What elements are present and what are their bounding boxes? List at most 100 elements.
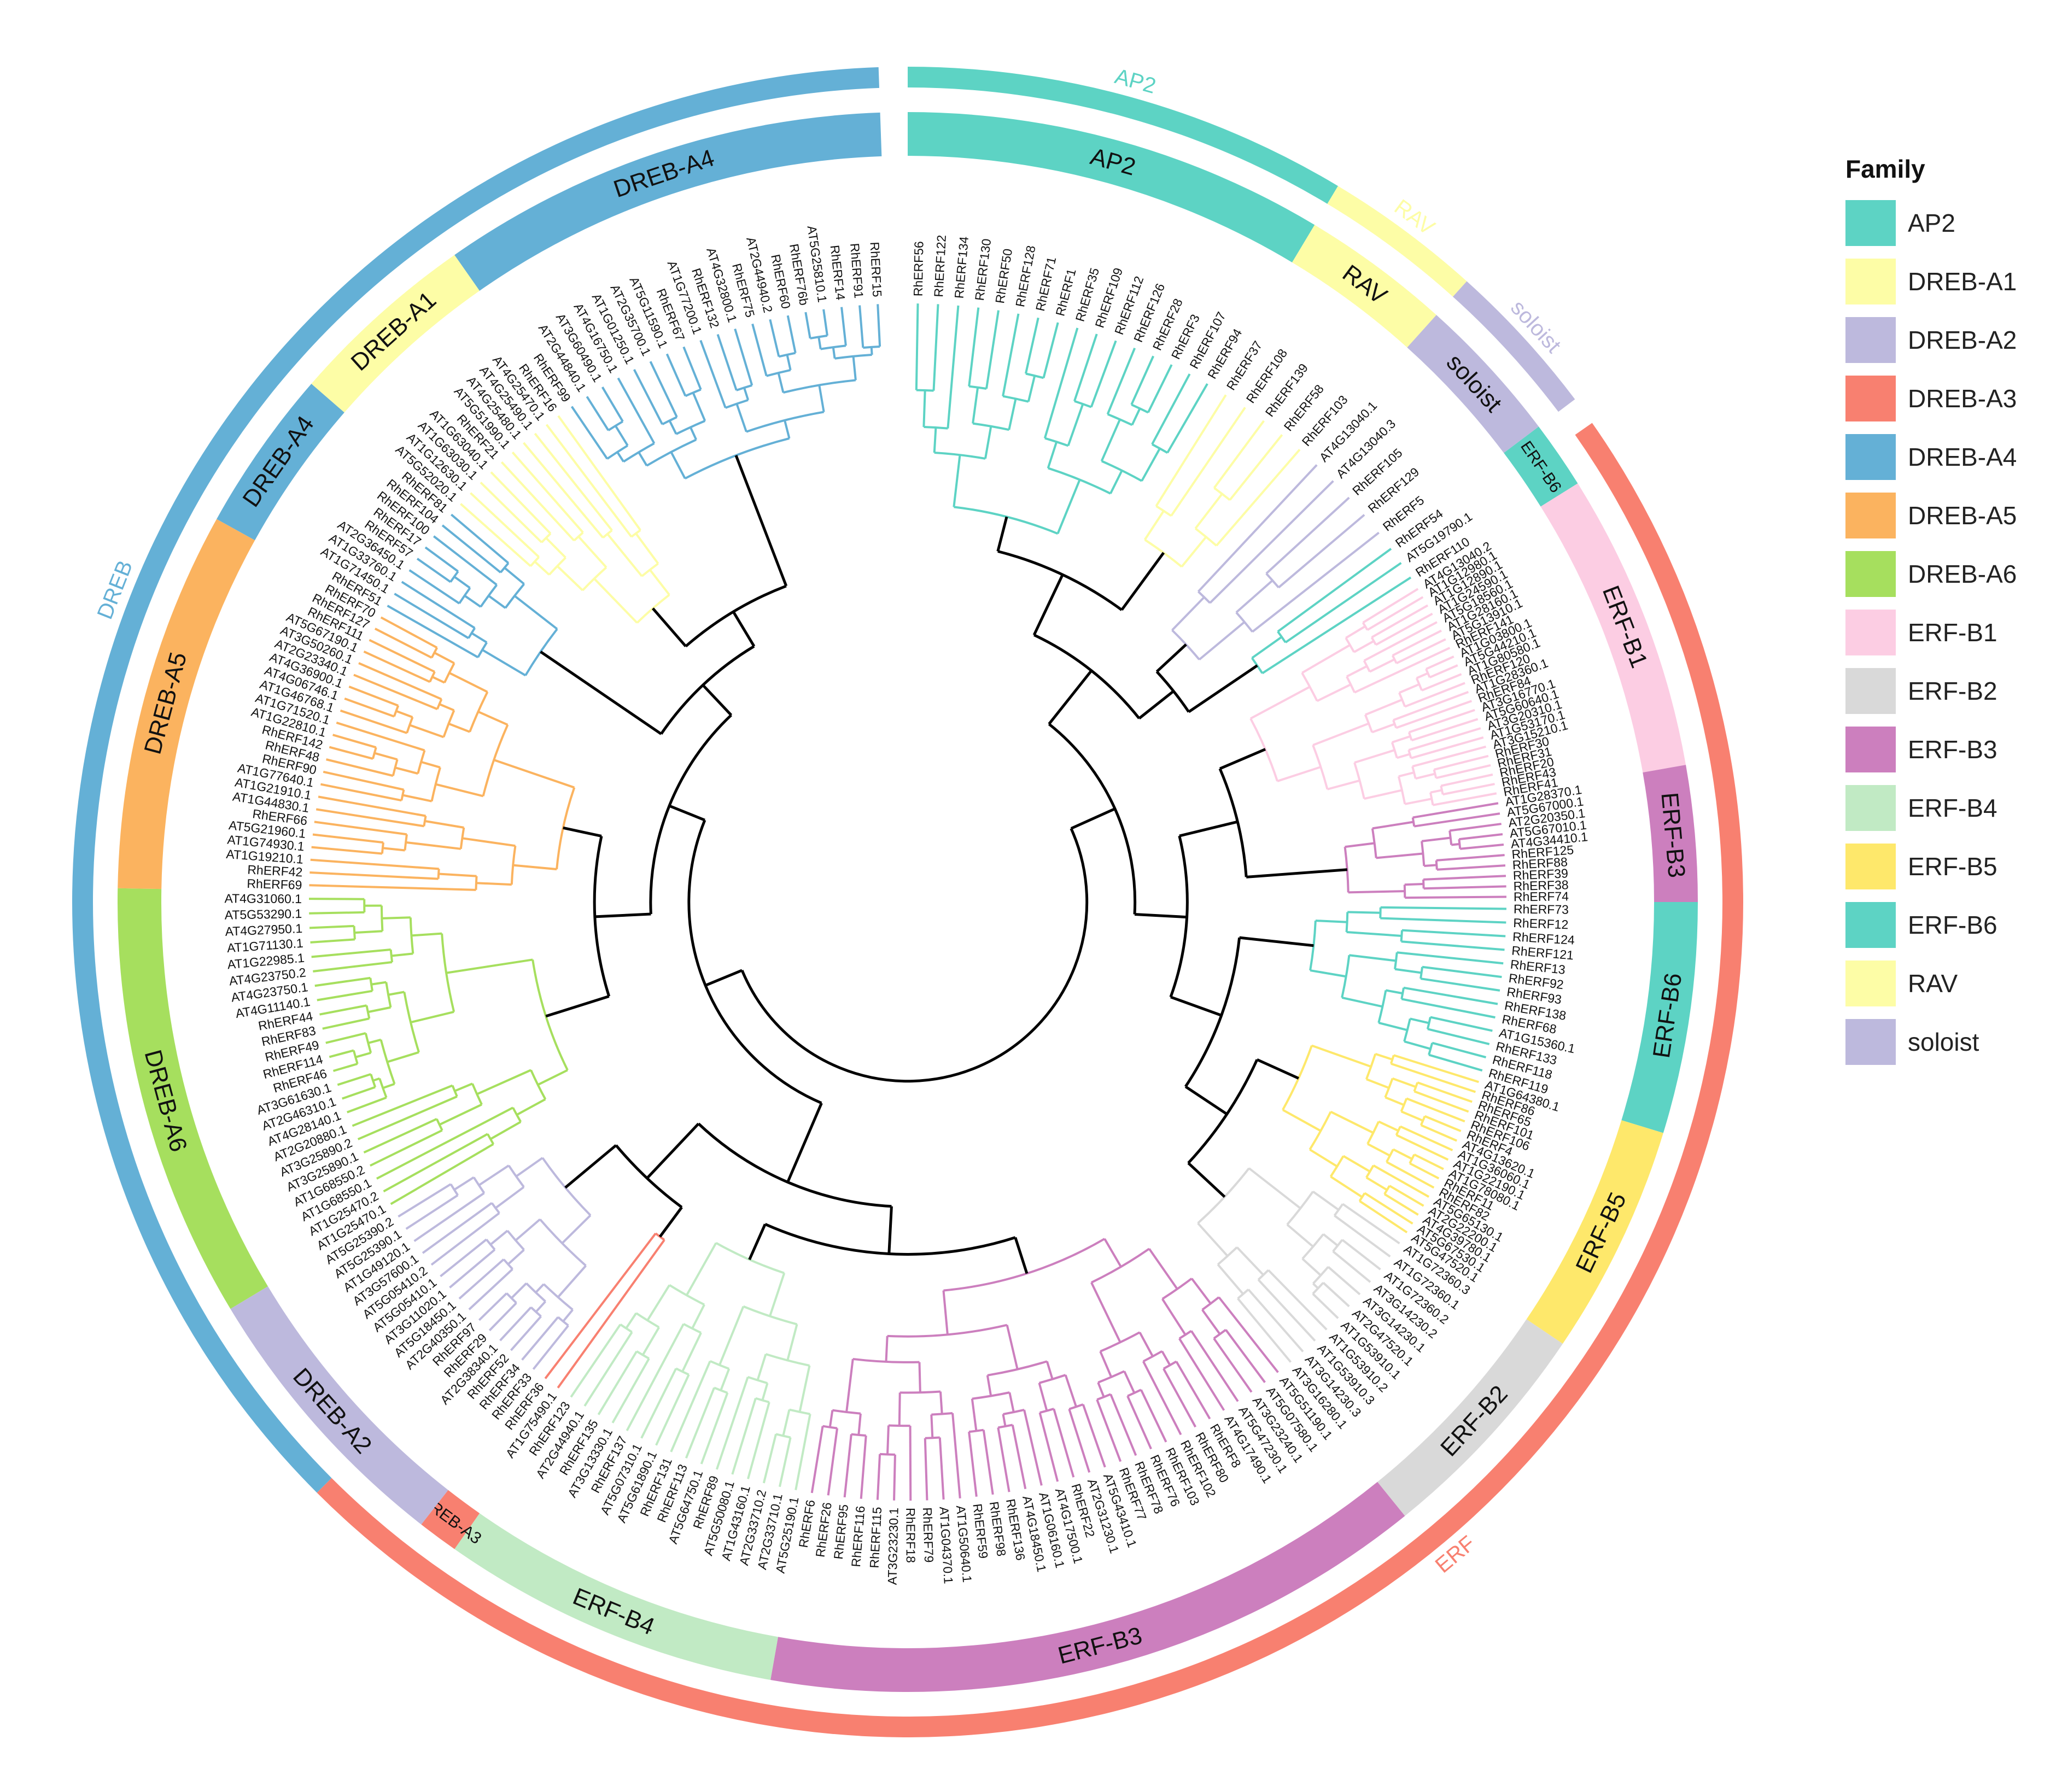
branch xyxy=(1190,1330,1239,1402)
branch xyxy=(640,1368,677,1439)
clade-dreb-a4b xyxy=(570,304,881,480)
branch xyxy=(1216,449,1301,547)
branch xyxy=(789,1408,811,1415)
branch xyxy=(939,1391,943,1414)
ring-segment-erf-b1 xyxy=(1540,483,1686,772)
branch xyxy=(719,1306,745,1366)
branch xyxy=(947,305,960,429)
branch xyxy=(984,426,992,459)
branch xyxy=(311,846,383,855)
legend-label: DREB-A2 xyxy=(1908,325,2017,354)
branch xyxy=(1416,672,1429,680)
branch xyxy=(1365,699,1403,716)
branch xyxy=(597,1350,638,1415)
branch xyxy=(435,783,484,798)
branch xyxy=(1354,749,1395,764)
branch xyxy=(877,304,881,347)
branch xyxy=(390,1143,494,1205)
leaf-label: RhERF42 xyxy=(247,862,303,879)
branch xyxy=(1341,1239,1381,1270)
branch xyxy=(545,537,566,559)
legend-item-dreb-a1: DREB-A1 xyxy=(1845,252,2053,311)
branch xyxy=(1002,313,1020,397)
branch xyxy=(1375,1052,1393,1061)
branch xyxy=(1333,1203,1344,1216)
branch xyxy=(1038,1374,1066,1384)
branch xyxy=(562,1309,574,1322)
branch xyxy=(655,1374,690,1446)
branch xyxy=(464,594,482,608)
ring-segment-erf-b4 xyxy=(454,1513,778,1680)
branch xyxy=(1161,1278,1193,1300)
branch xyxy=(516,1098,546,1116)
branch xyxy=(355,1051,371,1058)
branch xyxy=(1225,1329,1266,1383)
branch xyxy=(1067,403,1084,447)
branch xyxy=(1267,1269,1328,1331)
branch xyxy=(681,1332,702,1372)
branch xyxy=(453,576,471,589)
branch xyxy=(930,1414,934,1438)
branch xyxy=(616,451,624,462)
branch xyxy=(348,686,399,707)
branch xyxy=(972,422,1009,431)
branch xyxy=(449,1249,496,1289)
branch xyxy=(371,981,387,986)
branch xyxy=(1194,493,1223,529)
branch xyxy=(363,650,431,683)
branch xyxy=(504,567,525,585)
branch xyxy=(1143,510,1165,541)
branch xyxy=(310,938,355,944)
branch xyxy=(1312,1190,1340,1211)
branch xyxy=(1217,1246,1238,1266)
subfamily-ring: AP2RAVsoloistERF-B6ERF-B1ERF-B3ERF-B6ERF… xyxy=(117,112,1698,1692)
branch xyxy=(510,1282,527,1299)
backbone-branch xyxy=(646,1122,700,1179)
branch xyxy=(323,770,404,791)
branch xyxy=(786,315,797,354)
branch xyxy=(477,711,509,726)
branch xyxy=(1365,1176,1388,1191)
leaf-label: RhERF88 xyxy=(1512,854,1568,872)
branch xyxy=(1430,789,1442,794)
branch xyxy=(1420,1124,1457,1142)
branch xyxy=(1394,952,1398,970)
branch xyxy=(982,1430,994,1495)
branch xyxy=(1430,1016,1493,1032)
branch xyxy=(1435,764,1491,780)
branch xyxy=(1064,1374,1077,1408)
legend-item-soloist: soloist xyxy=(1845,1012,2053,1071)
branch xyxy=(918,1362,921,1393)
branch xyxy=(381,842,384,854)
branch xyxy=(468,627,476,639)
branch xyxy=(1252,531,1380,633)
branch xyxy=(898,1392,901,1426)
branch xyxy=(342,1086,376,1100)
branch xyxy=(818,385,825,412)
ring-segment-ap2 xyxy=(908,112,1315,262)
branch xyxy=(1236,1246,1264,1276)
branch xyxy=(420,760,441,769)
branch xyxy=(1407,749,1412,759)
ring-segment-erf-b3 xyxy=(770,1481,1405,1692)
leaf-label: AT3G23230.1 xyxy=(885,1507,901,1585)
branch xyxy=(1429,792,1434,806)
branch xyxy=(424,819,464,829)
branch xyxy=(822,309,828,336)
branch xyxy=(1229,434,1283,501)
backbone-branch xyxy=(786,1102,823,1183)
branch xyxy=(490,471,552,535)
branch xyxy=(332,734,377,749)
branch xyxy=(786,354,792,371)
branch xyxy=(1383,1193,1419,1216)
branch xyxy=(1398,771,1415,778)
branch xyxy=(1213,487,1231,501)
branch xyxy=(1334,1215,1391,1258)
branch xyxy=(633,369,663,425)
leaf-label: RhERF74 xyxy=(1514,889,1569,904)
branch xyxy=(641,563,659,577)
legend-label: RAV xyxy=(1908,969,1958,998)
branch xyxy=(1161,1298,1187,1336)
branch xyxy=(933,427,937,453)
branch xyxy=(480,482,542,543)
